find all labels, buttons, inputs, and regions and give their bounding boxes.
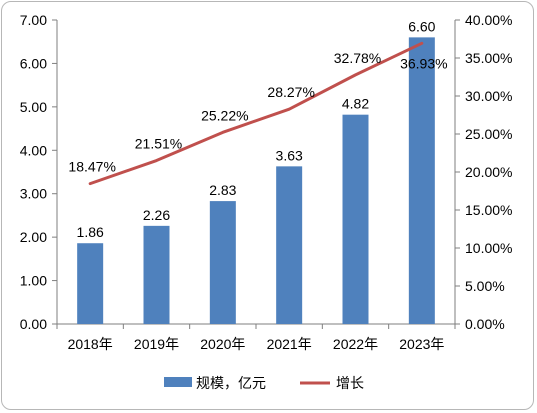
- right-tick-label: 10.00%: [465, 240, 512, 256]
- line-series: [88, 41, 424, 186]
- right-tick-label: 15.00%: [465, 202, 512, 218]
- bar-series: [77, 37, 435, 324]
- line-data-label: 36.93%: [400, 55, 447, 71]
- x-tick-label: 2022年: [333, 336, 378, 352]
- bar: [342, 114, 369, 324]
- axes: 0.00 1.00 2.00 3.00 4.00 5.00 6.00 7.00 0.00% 5.0…: [20, 12, 513, 352]
- line-data-label: 32.78%: [334, 50, 381, 66]
- bar: [276, 166, 303, 324]
- left-tick-label: 6.00: [20, 55, 47, 71]
- left-tick-label: 1.00: [20, 273, 47, 289]
- bar-data-label: 6.60: [408, 18, 435, 34]
- left-tick-label: 0.00: [20, 316, 47, 332]
- line-data-label: 25.22%: [201, 107, 248, 123]
- bar-data-labels: 1.86 2.26 2.83 3.63 4.82 6.60: [77, 18, 436, 240]
- bar-data-label: 4.82: [342, 96, 369, 112]
- right-tick-label: 5.00%: [465, 278, 505, 294]
- legend-label-bar: 规模，亿元: [196, 375, 266, 391]
- legend-label-line: 增长: [336, 375, 364, 391]
- bar-data-label: 2.83: [209, 182, 236, 198]
- bar-data-label: 1.86: [77, 224, 104, 240]
- x-tick-label: 2021年: [267, 336, 312, 352]
- left-tick-label: 4.00: [20, 142, 47, 158]
- right-tick-label: 20.00%: [465, 164, 512, 180]
- left-tick-label: 3.00: [20, 186, 47, 202]
- left-tick-label: 7.00: [20, 12, 47, 28]
- legend-swatch-bar: [164, 377, 192, 387]
- line-data-label: 18.47%: [68, 159, 115, 175]
- line-data-label: 21.51%: [135, 136, 182, 152]
- bar: [408, 37, 435, 324]
- line-data-labels: 18.47% 21.51% 25.22% 28.27% 32.78% 36.93%: [68, 50, 447, 175]
- right-tick-label: 25.00%: [465, 126, 512, 142]
- growth-line: [88, 41, 424, 186]
- right-tick-label: 30.00%: [465, 88, 512, 104]
- right-tick-label: 40.00%: [465, 12, 512, 28]
- right-tick-label: 35.00%: [465, 50, 512, 66]
- bar: [209, 201, 236, 324]
- legend: 规模，亿元 增长: [164, 375, 364, 391]
- bar-data-label: 3.63: [276, 147, 303, 163]
- right-tick-label: 0.00%: [465, 316, 505, 332]
- bar-data-label: 2.26: [143, 207, 170, 223]
- x-tick-label: 2018年: [68, 336, 113, 352]
- x-tick-label: 2020年: [200, 336, 245, 352]
- bar: [143, 225, 170, 324]
- bar: [77, 243, 104, 324]
- x-tick-label: 2019年: [134, 336, 179, 352]
- x-tick-label: 2023年: [399, 336, 444, 352]
- line-data-label: 28.27%: [267, 84, 314, 100]
- left-tick-label: 5.00: [20, 99, 47, 115]
- left-tick-label: 2.00: [20, 229, 47, 245]
